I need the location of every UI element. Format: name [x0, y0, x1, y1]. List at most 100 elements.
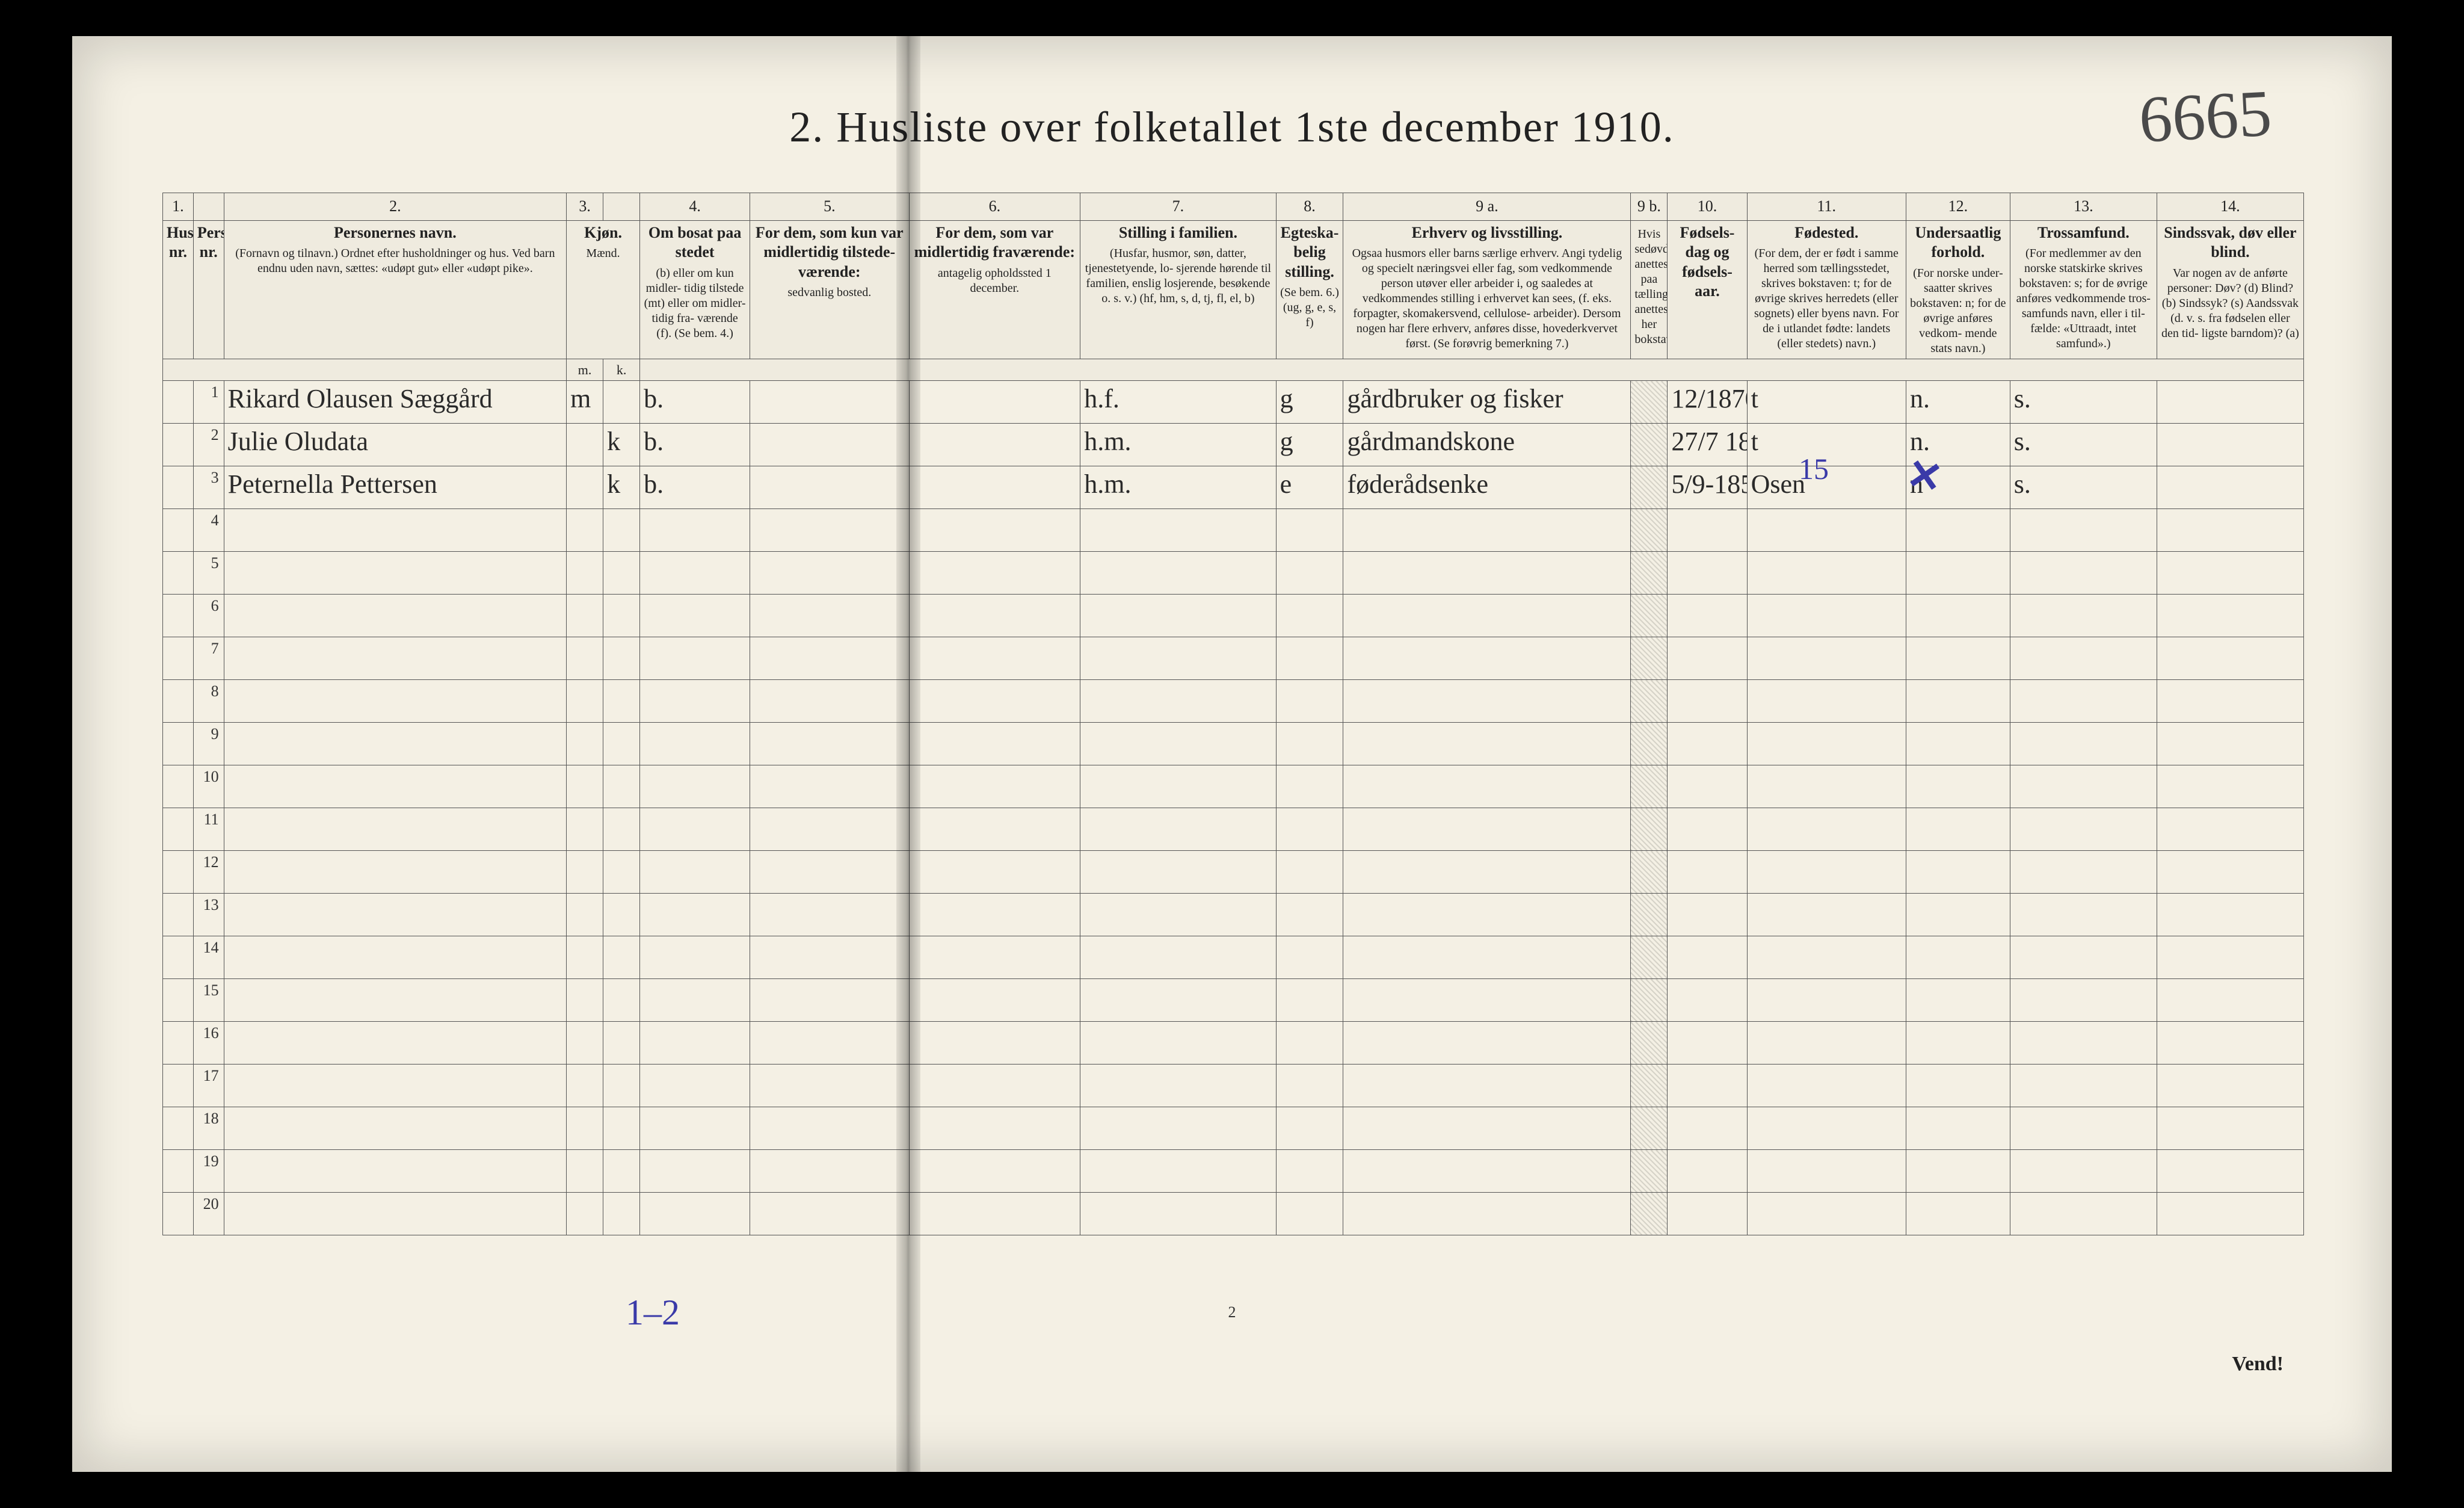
cell — [1080, 894, 1276, 936]
cell — [640, 1150, 750, 1193]
cell — [1906, 765, 2010, 808]
cell — [163, 466, 194, 509]
col-header: Sindssvak, døv eller blind.Var nogen av … — [2157, 220, 2303, 359]
cell: Peternella Pettersen — [224, 466, 566, 509]
col-header: Husholdningernes nr. — [163, 220, 194, 359]
cell — [1343, 595, 1631, 637]
cell — [1668, 1022, 1747, 1065]
cell — [909, 552, 1080, 595]
cell — [1668, 808, 1747, 851]
cell — [1747, 1193, 1906, 1235]
cell — [640, 808, 750, 851]
cell — [1631, 1150, 1668, 1193]
cell — [1747, 595, 1906, 637]
cell — [2157, 723, 2303, 765]
cell — [1080, 1107, 1276, 1150]
cell: 8 — [193, 680, 224, 723]
cell — [1276, 1107, 1343, 1150]
cell — [1747, 1107, 1906, 1150]
cell — [640, 509, 750, 552]
table-row: 12 — [163, 851, 2304, 894]
cell — [2157, 765, 2303, 808]
table-row: 20 — [163, 1193, 2304, 1235]
cell — [163, 1065, 194, 1107]
cell — [909, 1193, 1080, 1235]
cell — [2010, 1107, 2157, 1150]
cell — [2157, 1065, 2303, 1107]
cell: 10 — [193, 765, 224, 808]
cell — [224, 765, 566, 808]
cell — [1276, 851, 1343, 894]
cell — [1343, 1150, 1631, 1193]
cell — [1631, 894, 1668, 936]
cell — [1631, 979, 1668, 1022]
table-row: 9 — [163, 723, 2304, 765]
cell: b. — [640, 381, 750, 424]
cell — [1080, 1022, 1276, 1065]
cell — [567, 595, 603, 637]
table-row: 1Rikard Olausen Sæggårdmb.h.f.ggårdbruke… — [163, 381, 2304, 424]
cell — [909, 1065, 1080, 1107]
cell: 17 — [193, 1065, 224, 1107]
cell — [2010, 552, 2157, 595]
cell — [163, 894, 194, 936]
col-num: 3. — [567, 193, 603, 221]
cell — [567, 552, 603, 595]
cell — [224, 1193, 566, 1235]
cell — [2157, 851, 2303, 894]
cell — [1276, 1065, 1343, 1107]
cell — [1668, 936, 1747, 979]
cell — [909, 595, 1080, 637]
cell — [567, 894, 603, 936]
cell — [1906, 637, 2010, 680]
cell: k — [603, 466, 640, 509]
cell — [640, 1022, 750, 1065]
table-row: 4 — [163, 509, 2304, 552]
cell — [603, 979, 640, 1022]
cell — [2157, 381, 2303, 424]
cell: 27/7 1882 — [1668, 424, 1747, 466]
cell — [909, 723, 1080, 765]
cell — [603, 637, 640, 680]
col-num: 10. — [1668, 193, 1747, 221]
cell — [1343, 936, 1631, 979]
cell — [224, 1022, 566, 1065]
cell: b. — [640, 466, 750, 509]
cell — [2010, 509, 2157, 552]
cell: 7 — [193, 637, 224, 680]
cell — [640, 1107, 750, 1150]
cell: 19 — [193, 1150, 224, 1193]
cell — [1747, 637, 1906, 680]
cell — [1906, 552, 2010, 595]
cell — [1343, 509, 1631, 552]
cell — [1906, 808, 2010, 851]
cell — [750, 381, 909, 424]
cell — [1276, 680, 1343, 723]
cell — [1906, 723, 2010, 765]
cell — [1343, 680, 1631, 723]
cell — [1343, 979, 1631, 1022]
cell — [1747, 808, 1906, 851]
cell — [1631, 552, 1668, 595]
cell — [1080, 680, 1276, 723]
cell — [224, 637, 566, 680]
cell: 4 — [193, 509, 224, 552]
cell — [1668, 894, 1747, 936]
cell — [603, 680, 640, 723]
table-row: 13 — [163, 894, 2304, 936]
cell — [567, 936, 603, 979]
cell — [1747, 979, 1906, 1022]
cell — [1080, 979, 1276, 1022]
cell — [640, 765, 750, 808]
cell — [1668, 680, 1747, 723]
cell — [1080, 552, 1276, 595]
col-header: Fødested.(For dem, der er født i samme h… — [1747, 220, 1906, 359]
cell — [1080, 851, 1276, 894]
table-row: 5 — [163, 552, 2304, 595]
cell — [909, 894, 1080, 936]
cell — [567, 424, 603, 466]
cell: 20 — [193, 1193, 224, 1235]
cell — [224, 680, 566, 723]
census-table: 1.2.3.4.5.6.7.8.9 a.9 b.10.11.12.13.14. … — [162, 193, 2304, 1235]
cell — [1276, 637, 1343, 680]
